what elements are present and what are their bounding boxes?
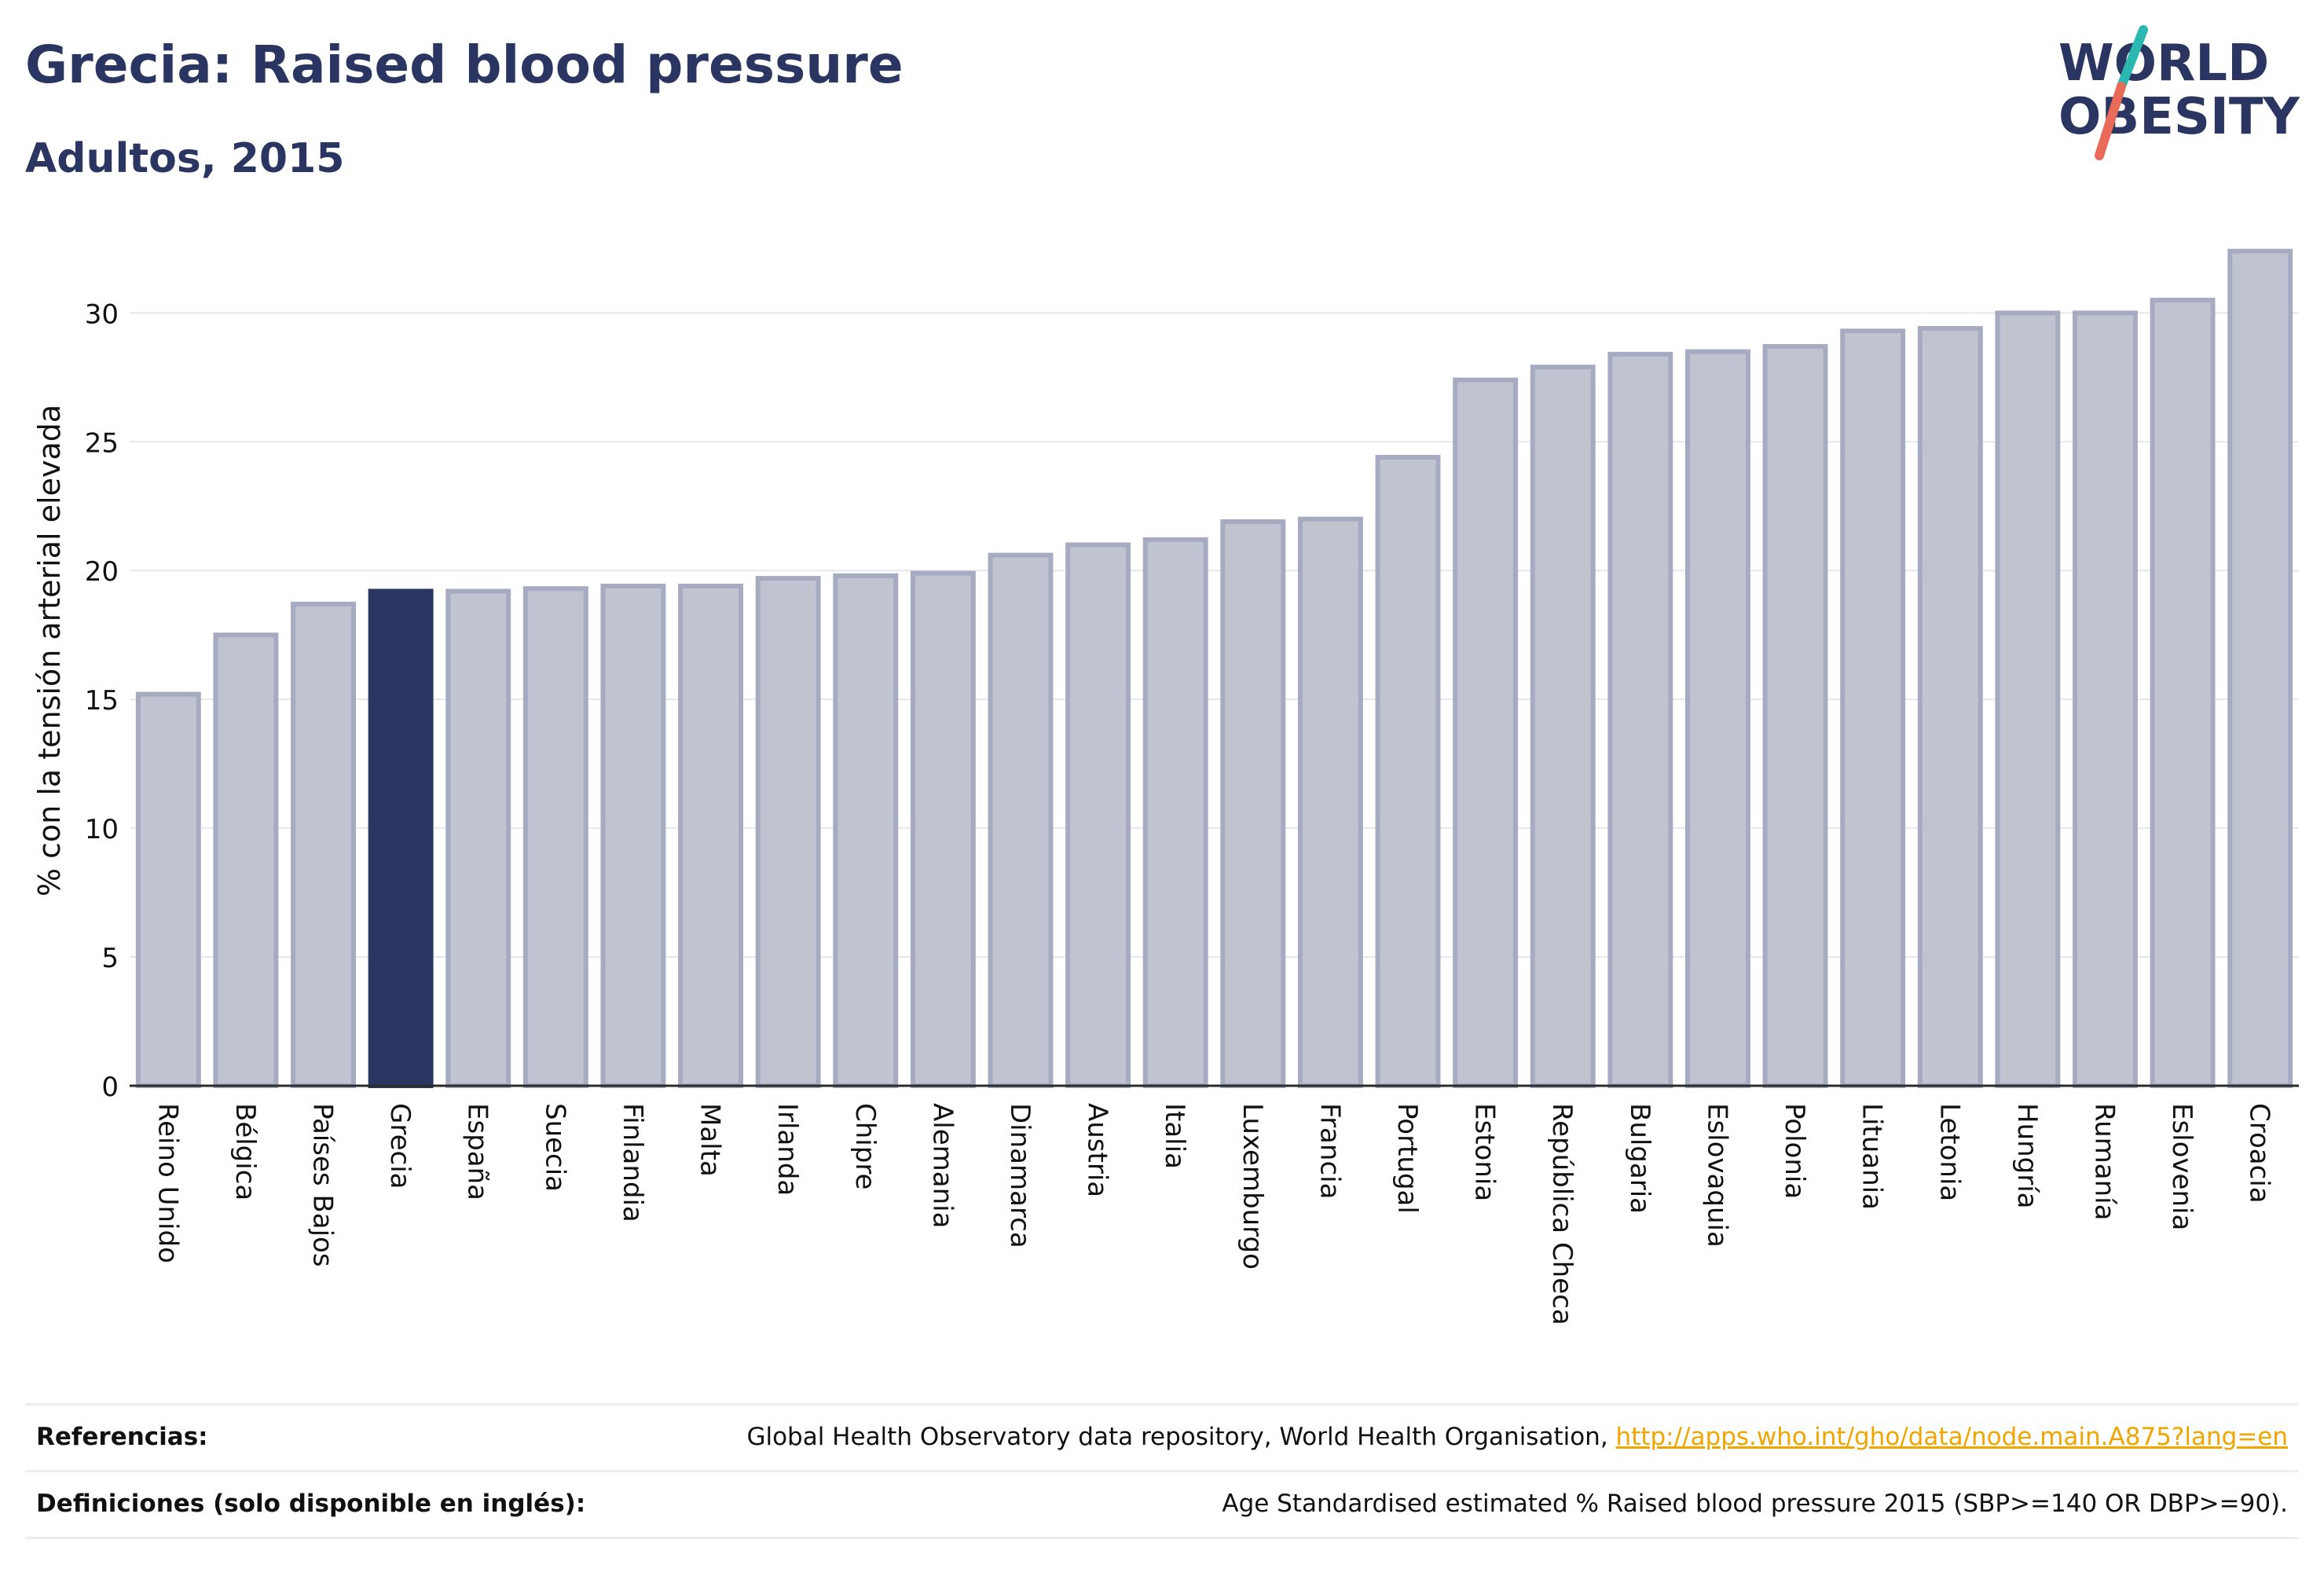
footer-divider	[25, 1537, 2299, 1539]
page-subtitle: Adultos, 2015	[25, 135, 345, 182]
bar	[1917, 326, 1983, 1088]
references-row: Referencias: Global Health Observatory d…	[25, 1403, 2299, 1468]
bar	[1375, 454, 1441, 1088]
bar	[1684, 349, 1750, 1088]
x-tick-label: Dinamarca	[1004, 1103, 1036, 1248]
x-tick-label: Austria	[1082, 1103, 1113, 1197]
definitions-row: Definiciones (solo disponible en inglés)…	[25, 1470, 2299, 1535]
x-tick-label: España	[462, 1103, 493, 1200]
y-tick-labels: 0 5 10 15 20 25 30	[85, 299, 119, 1103]
y-axis-label: % con la tensión arterial elevada	[32, 405, 67, 896]
bar	[1607, 351, 1673, 1089]
x-tick-label: Letonia	[1934, 1103, 1965, 1201]
x-tick-label: Bélgica	[229, 1103, 261, 1200]
x-tick-label: Países Bajos	[307, 1103, 339, 1267]
x-tick-label: Hungría	[2011, 1103, 2043, 1209]
bar	[678, 583, 744, 1088]
y-tick-label: 25	[85, 427, 119, 459]
x-tick-label: Italia	[1159, 1103, 1190, 1169]
x-tick-label: Croacia	[2244, 1103, 2275, 1204]
x-tick-label: Malta	[695, 1103, 726, 1177]
x-tick-label: Portugal	[1391, 1103, 1423, 1214]
x-tick-label: Chipre	[849, 1103, 881, 1189]
x-tick-label: Polonia	[1779, 1103, 1810, 1199]
x-tick-label: Bulgaria	[1624, 1103, 1655, 1214]
bar	[2150, 297, 2216, 1088]
y-tick-label: 5	[101, 943, 119, 974]
bar	[291, 601, 356, 1088]
x-tick-label: República Checa	[1546, 1103, 1578, 1325]
bar	[988, 552, 1054, 1088]
bar	[833, 573, 899, 1088]
y-tick-label: 20	[85, 556, 119, 588]
bar	[600, 583, 666, 1088]
bar	[213, 632, 279, 1088]
world-obesity-logo: WORLD OBESITY	[2058, 25, 2300, 160]
logo-word-world: WORLD	[2058, 35, 2269, 93]
y-tick-label: 30	[85, 299, 119, 330]
x-tick-label: Rumanía	[2088, 1103, 2120, 1220]
references-text: Global Health Observatory data repositor…	[746, 1423, 1616, 1451]
y-tick-label: 10	[85, 814, 119, 845]
bar	[1297, 516, 1363, 1088]
x-tick-label: Luxemburgo	[1237, 1103, 1268, 1270]
bar	[522, 586, 588, 1088]
bars	[135, 248, 2293, 1089]
bar	[755, 576, 821, 1088]
references-link[interactable]: http://apps.who.int/gho/data/node.main.A…	[1615, 1423, 2288, 1451]
x-tick-label: Finlandia	[617, 1103, 648, 1222]
bar	[135, 691, 201, 1089]
y-tick-label: 0	[101, 1072, 119, 1103]
bar	[1762, 343, 1828, 1089]
page-title: Grecia: Raised blood pressure	[25, 35, 904, 95]
logo-slash-top	[2117, 25, 2148, 91]
bar	[445, 588, 511, 1088]
bar	[1142, 537, 1208, 1088]
x-tick-label: Eslovaquia	[1701, 1103, 1732, 1248]
definitions-label: Definiciones (solo disponible en inglés)…	[36, 1490, 586, 1518]
bar	[1530, 365, 1596, 1088]
x-tick-labels: Reino Unido Bélgica Países Bajos Grecia Espa…	[152, 1103, 2275, 1325]
y-tick-label: 15	[85, 685, 119, 717]
bar	[1840, 328, 1906, 1089]
x-tick-label: Francia	[1314, 1103, 1345, 1199]
bar	[368, 588, 434, 1088]
x-tick-label: Alemania	[926, 1103, 958, 1228]
definitions-text: Age Standardised estimated % Raised bloo…	[1222, 1490, 2288, 1518]
bar-chart: 0 5 10 15 20 25 30 Reino Unido Bélgica Países Ba…	[32, 248, 2299, 1325]
bar	[2073, 310, 2138, 1088]
bar	[1065, 542, 1131, 1088]
x-tick-label: Grecia	[384, 1103, 416, 1189]
x-tick-label: Eslovenia	[2166, 1103, 2198, 1230]
logo-slash-bottom	[2095, 82, 2126, 160]
references-value: Global Health Observatory data repositor…	[746, 1423, 2299, 1451]
references-label: Referencias:	[36, 1423, 208, 1451]
x-tick-label: Lituania	[1857, 1103, 1888, 1210]
bar	[1453, 377, 1519, 1088]
x-tick-label: Estonia	[1469, 1103, 1501, 1201]
x-tick-label: Irlanda	[772, 1103, 803, 1196]
logo-word-obesity: OBESITY	[2058, 88, 2300, 146]
bar	[1995, 310, 2061, 1088]
bar	[2227, 248, 2293, 1088]
bar	[910, 570, 976, 1088]
x-tick-label: Reino Unido	[152, 1103, 183, 1263]
bar	[1220, 519, 1286, 1088]
x-tick-label: Suecia	[539, 1103, 570, 1192]
